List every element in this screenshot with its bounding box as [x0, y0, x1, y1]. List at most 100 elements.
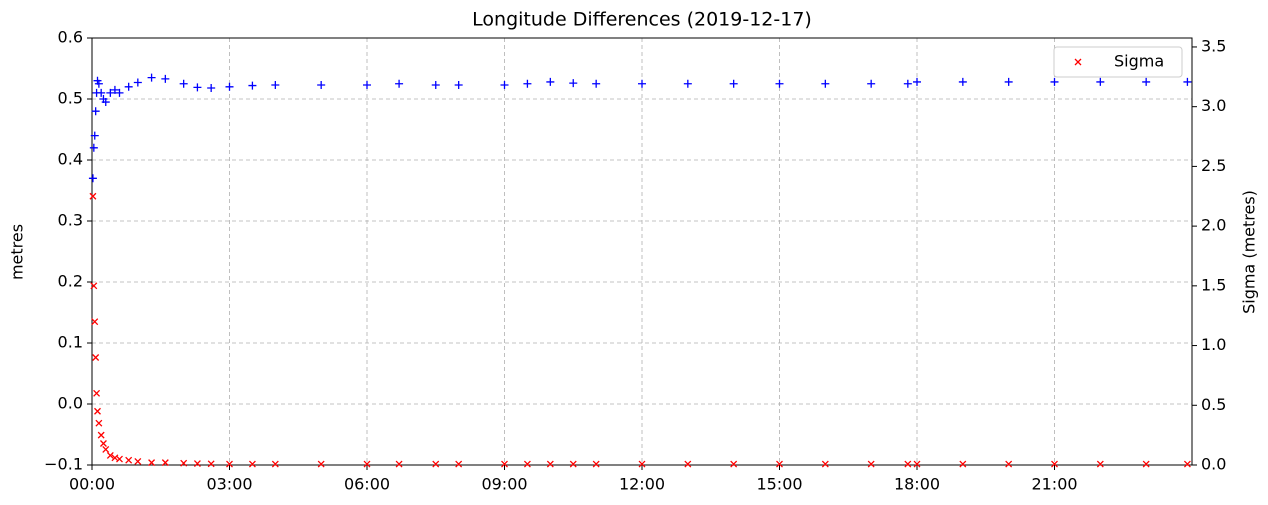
x-tick-label: 09:00 [481, 475, 527, 494]
marker [1005, 460, 1013, 468]
marker [569, 460, 577, 468]
marker [958, 77, 967, 86]
marker [161, 74, 170, 83]
y2-tick-label: 0.0 [1201, 455, 1226, 474]
legend-label: Sigma [1114, 52, 1164, 71]
marker [1142, 77, 1151, 86]
marker [94, 407, 101, 415]
marker [106, 451, 114, 459]
marker [248, 81, 257, 90]
marker [867, 79, 876, 88]
marker [102, 446, 110, 453]
y-tick-label: 0.4 [58, 150, 83, 169]
y-axis-label: metres [8, 224, 27, 280]
legend: Sigma [1053, 46, 1183, 78]
x-tick-label: 21:00 [1031, 475, 1077, 494]
marker [207, 460, 215, 468]
marker [454, 80, 463, 89]
marker [913, 77, 921, 86]
chart-title: Longitude Differences (2019-12-17) [472, 9, 812, 31]
marker [317, 80, 326, 89]
marker [638, 460, 646, 468]
marker [193, 83, 202, 92]
marker [821, 79, 830, 88]
marker [729, 79, 738, 88]
y2-tick-label: 0.5 [1201, 395, 1226, 414]
y2-tick-label: 3.5 [1201, 36, 1226, 55]
marker [99, 440, 107, 447]
marker [1183, 460, 1191, 468]
marker [92, 354, 100, 361]
marker [501, 460, 508, 468]
y2-tick-label: 1.0 [1201, 335, 1226, 354]
marker [546, 460, 554, 468]
marker [959, 460, 967, 468]
marker [775, 79, 784, 88]
marker [1183, 77, 1192, 86]
marker [271, 460, 279, 468]
marker [913, 460, 921, 468]
marker [523, 460, 531, 468]
marker [89, 192, 97, 200]
marker [1096, 460, 1104, 468]
marker [1050, 77, 1059, 86]
marker [395, 460, 403, 468]
marker [363, 460, 371, 468]
marker [592, 460, 600, 468]
marker [225, 82, 234, 91]
marker [94, 79, 103, 88]
marker [684, 460, 692, 468]
marker [431, 80, 440, 89]
marker [317, 460, 325, 468]
y-tick-label: −0.1 [44, 455, 83, 474]
y-tick-label: 0.3 [58, 211, 83, 230]
marker [248, 460, 256, 468]
marker [88, 174, 97, 183]
marker [904, 460, 912, 468]
marker [115, 88, 124, 97]
marker [90, 282, 98, 290]
marker [1096, 77, 1105, 86]
x-tick-label: 06:00 [344, 475, 390, 494]
y-tick-label: 0.1 [58, 333, 83, 352]
marker [455, 460, 463, 468]
marker [207, 84, 216, 93]
marker [867, 460, 875, 468]
y2-tick-label: 2.0 [1201, 216, 1226, 235]
marker [500, 80, 509, 89]
y-tick-label: 0.0 [58, 394, 83, 413]
plot-frame [91, 37, 1193, 466]
marker [395, 79, 404, 88]
marker [776, 460, 783, 468]
x-tick-label: 00:00 [69, 475, 115, 494]
x-tick-label: 03:00 [206, 475, 252, 494]
y-tick-label: 0.6 [58, 28, 83, 47]
marker [91, 318, 99, 326]
marker [116, 455, 123, 463]
marker [161, 459, 169, 467]
marker [432, 460, 440, 468]
x-tick-label: 12:00 [619, 475, 665, 494]
legend-box [1053, 46, 1183, 78]
marker [133, 78, 142, 87]
marker [1004, 77, 1013, 86]
marker [1142, 460, 1150, 468]
marker [93, 389, 101, 397]
marker [89, 143, 98, 152]
marker [903, 79, 912, 88]
marker [91, 107, 100, 116]
y2-tick-label: 2.5 [1201, 156, 1226, 175]
marker [569, 79, 578, 88]
marker [101, 98, 110, 107]
y-tick-label: 0.2 [58, 272, 83, 291]
marker [363, 80, 371, 89]
marker [226, 460, 233, 468]
marker [97, 88, 106, 97]
marker [592, 79, 601, 88]
marker [180, 459, 188, 467]
marker [124, 82, 133, 91]
y2-axis-label: Sigma (metres) [1240, 190, 1259, 314]
marker [523, 79, 532, 88]
y2-tick-label: 3.0 [1201, 96, 1226, 115]
marker [97, 431, 105, 439]
